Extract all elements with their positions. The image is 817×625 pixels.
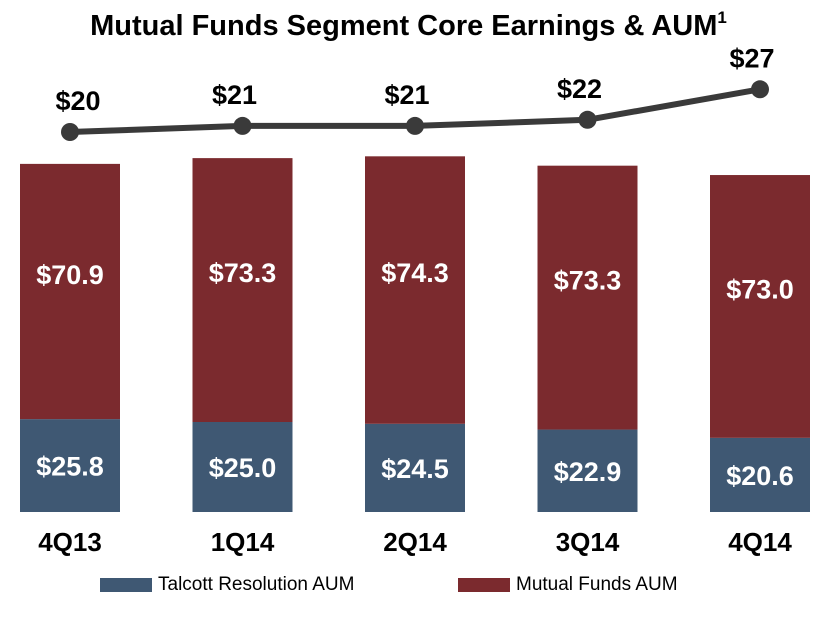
bar-mutual-funds xyxy=(20,163,120,420)
category-label: 3Q14 xyxy=(556,527,620,557)
legend-item-talcott: Talcott Resolution AUM xyxy=(100,574,354,596)
bar-talcott xyxy=(365,423,465,512)
earnings-label: $27 xyxy=(729,43,774,73)
title-footnote: 1 xyxy=(717,8,727,27)
data-label-mutual-funds: $74.3 xyxy=(381,258,449,288)
bar-talcott xyxy=(537,429,638,512)
earnings-point xyxy=(406,116,424,135)
bar-talcott xyxy=(20,419,120,512)
legend-label-mutual-funds: Mutual Funds AUM xyxy=(516,574,678,595)
chart-area: $25.8 $70.9 4Q13 $25.0 $73.3 1Q14 $24.5 $74.3 2Q… xyxy=(20,43,810,557)
legend: Talcott Resolution AUM Mutual Funds AUM xyxy=(0,574,817,604)
legend-swatch-talcott xyxy=(100,578,152,592)
bar-talcott xyxy=(192,422,293,512)
earnings-label: $20 xyxy=(55,86,100,116)
bar-mutual-funds xyxy=(365,156,465,424)
data-label-talcott: $24.5 xyxy=(381,454,449,484)
earnings-label: $21 xyxy=(212,80,257,110)
legend-swatch-mutual-funds xyxy=(458,578,510,592)
bar-talcott xyxy=(710,437,810,512)
earnings-point xyxy=(233,116,252,135)
category-label: 2Q14 xyxy=(383,527,447,557)
earnings-label: $22 xyxy=(557,74,602,104)
bar-mutual-funds xyxy=(192,158,293,422)
category-label: 1Q14 xyxy=(211,527,275,557)
data-label-mutual-funds: $73.0 xyxy=(726,275,794,305)
data-label-talcott: $20.6 xyxy=(726,461,794,491)
bar-mutual-funds xyxy=(537,165,638,430)
category-label: 4Q13 xyxy=(38,527,102,557)
earnings-point xyxy=(751,80,769,99)
legend-label-talcott: Talcott Resolution AUM xyxy=(158,574,355,595)
category-label: 4Q14 xyxy=(728,527,792,557)
earnings-label: $21 xyxy=(384,80,429,110)
data-label-mutual-funds: $73.3 xyxy=(554,266,622,296)
earnings-point xyxy=(578,110,597,129)
earnings-point xyxy=(61,123,79,141)
data-label-mutual-funds: $70.9 xyxy=(36,260,104,290)
bar-mutual-funds xyxy=(710,175,810,438)
data-label-talcott: $25.8 xyxy=(36,452,104,482)
data-label-mutual-funds: $73.3 xyxy=(209,258,277,288)
data-label-talcott: $22.9 xyxy=(554,457,622,487)
data-label-talcott: $25.0 xyxy=(209,453,277,483)
chart-title: Mutual Funds Segment Core Earnings & AUM… xyxy=(90,8,727,42)
legend-item-mutual-funds: Mutual Funds AUM xyxy=(458,574,678,596)
